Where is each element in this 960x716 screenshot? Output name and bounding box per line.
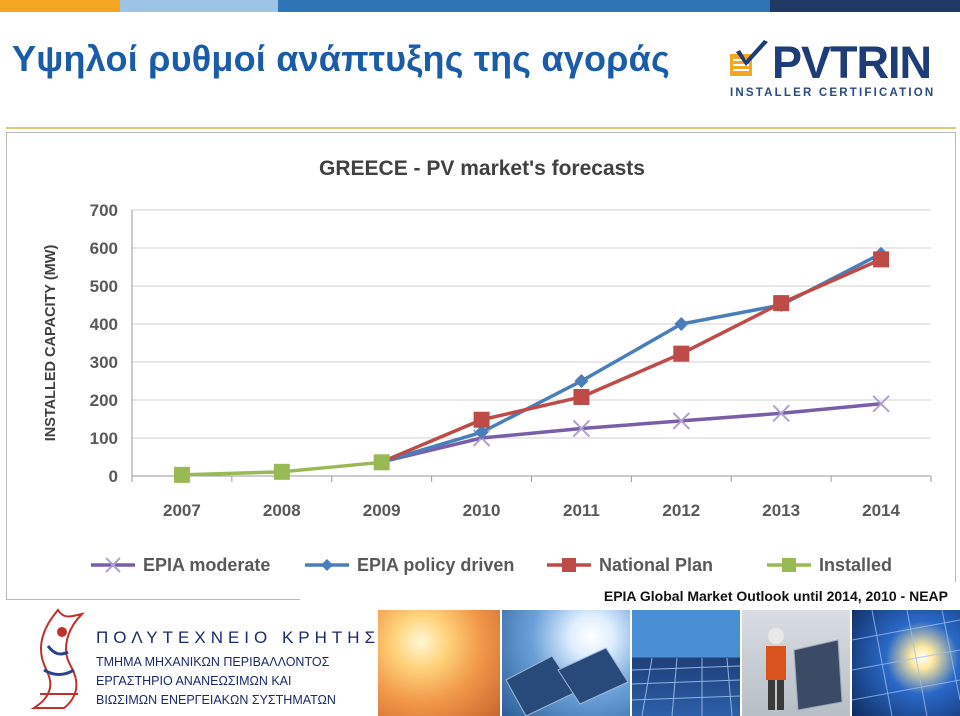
x-tick-label: 2009 (363, 501, 401, 520)
data-point-epia-policy-driven (474, 425, 489, 440)
y-tick-label: 400 (90, 315, 118, 334)
source-caption-text: EPIA Global Market Outlook until 2014, 2… (603, 588, 948, 604)
legend-swatch-marker-installed (782, 558, 796, 572)
x-tick-label: 2014 (862, 501, 900, 520)
y-tick-label: 300 (90, 353, 118, 372)
university-name: ΠΟΛΥΤΕΧΝΕΙΟ ΚΡΗΤΗΣ (96, 628, 381, 647)
chart-title: GREECE - PV market's forecasts (319, 157, 645, 180)
legend-label-installed: Installed (819, 555, 892, 575)
university-emblem-icon (30, 608, 86, 709)
pvtrin-logo: PVTRIN INSTALLER CERTIFICATION (726, 38, 938, 102)
accent-segment-orange (0, 0, 120, 12)
university-lab-line-1: ΕΡΓΑΣΤΗΡΙΟ ΑΝΑΝΕΩΣΙΜΩΝ ΚΑΙ (96, 674, 292, 688)
university-department: ΤΜΗΜΑ ΜΗΧΑΝΙΚΩΝ ΠΕΡΙΒΑΛΛΟΝΤΟΣ (96, 655, 330, 669)
y-tick-label: 600 (90, 239, 118, 258)
legend-label-epia-moderate: EPIA moderate (143, 555, 270, 575)
rooftop-panels-photo (632, 610, 740, 716)
data-point-epia-moderate (872, 395, 890, 413)
accent-segment-blue (278, 0, 770, 12)
y-tick-label: 100 (90, 429, 118, 448)
legend-swatch-marker-national-plan (562, 558, 576, 572)
top-accent-bar (0, 0, 960, 12)
installer-icon (766, 628, 843, 711)
panel-grid-icon (852, 610, 960, 716)
panel-array-icon (505, 647, 629, 716)
logo-wordmark: PVTRIN (772, 37, 932, 88)
data-point-epia-moderate (672, 412, 691, 430)
x-tick-label: 2007 (163, 501, 201, 520)
x-tick-label: 2008 (263, 501, 301, 520)
rooftop-grid-icon (632, 657, 740, 716)
data-point-epia-policy-driven (674, 317, 689, 331)
series-line-epia-moderate (381, 402, 882, 464)
x-tick-label: 2010 (463, 501, 501, 520)
data-point-installed (273, 463, 290, 480)
y-tick-label: 200 (90, 391, 118, 410)
installer-worker-photo (742, 610, 850, 716)
legend-swatch-marker-epia-moderate (105, 557, 121, 573)
data-point-installed (173, 466, 190, 483)
data-point-national-plan (473, 411, 490, 428)
university-lab-line-2: ΒΙΩΣΙΜΩΝ ΕΝΕΡΓΕΙΑΚΩΝ ΣΥΣΤΗΜΑΤΩΝ (96, 693, 336, 707)
line-chart: GREECE - PV market's forecasts INSTALLED … (43, 157, 932, 575)
legend-label-national-plan: National Plan (599, 555, 713, 575)
y-tick-label: 0 (109, 467, 118, 486)
series-line-national-plan (381, 257, 882, 464)
accent-segment-navy (770, 0, 960, 12)
data-point-epia-policy-driven (574, 374, 589, 388)
chart-frame: GREECE - PV market's forecasts INSTALLED … (6, 132, 956, 600)
data-point-national-plan (573, 388, 590, 405)
header-divider (6, 127, 956, 129)
y-tick-label: 700 (90, 201, 118, 220)
data-point-national-plan (673, 345, 690, 362)
data-point-epia-moderate (572, 419, 591, 438)
x-tick-label: 2013 (762, 501, 800, 520)
accent-segment-light-blue (120, 0, 278, 12)
legend-swatch-marker-epia-policy-driven (321, 559, 333, 571)
data-point-national-plan (773, 295, 790, 312)
pvtrin-checkmark-icon (730, 40, 768, 76)
slide-title: Υψηλοί ρυθμοί ανάπτυξης της αγοράς (12, 38, 670, 79)
photo-strip (378, 610, 960, 716)
panel-closeup-photo (852, 610, 960, 716)
y-axis-label: INSTALLED CAPACITY (MW) (43, 245, 59, 442)
x-tick-label: 2012 (662, 501, 700, 520)
sun-photo (378, 610, 500, 716)
y-tick-label: 500 (90, 277, 118, 296)
data-point-national-plan (873, 251, 890, 268)
x-tick-label: 2011 (563, 501, 600, 520)
university-branding: ΠΟΛΥΤΕΧΝΕΙΟ ΚΡΗΤΗΣ ΤΜΗΜΑ ΜΗΧΑΝΙΚΩΝ ΠΕΡΙΒ… (20, 604, 375, 714)
legend-label-epia-policy-driven: EPIA policy driven (357, 555, 514, 575)
logo-subtitle: INSTALLER CERTIFICATION (730, 87, 936, 99)
solar-panels-sky-photo (502, 610, 630, 716)
source-caption: EPIA Global Market Outlook until 2014, 2… (300, 582, 956, 608)
data-point-epia-moderate (772, 404, 790, 423)
data-point-installed (373, 454, 390, 471)
